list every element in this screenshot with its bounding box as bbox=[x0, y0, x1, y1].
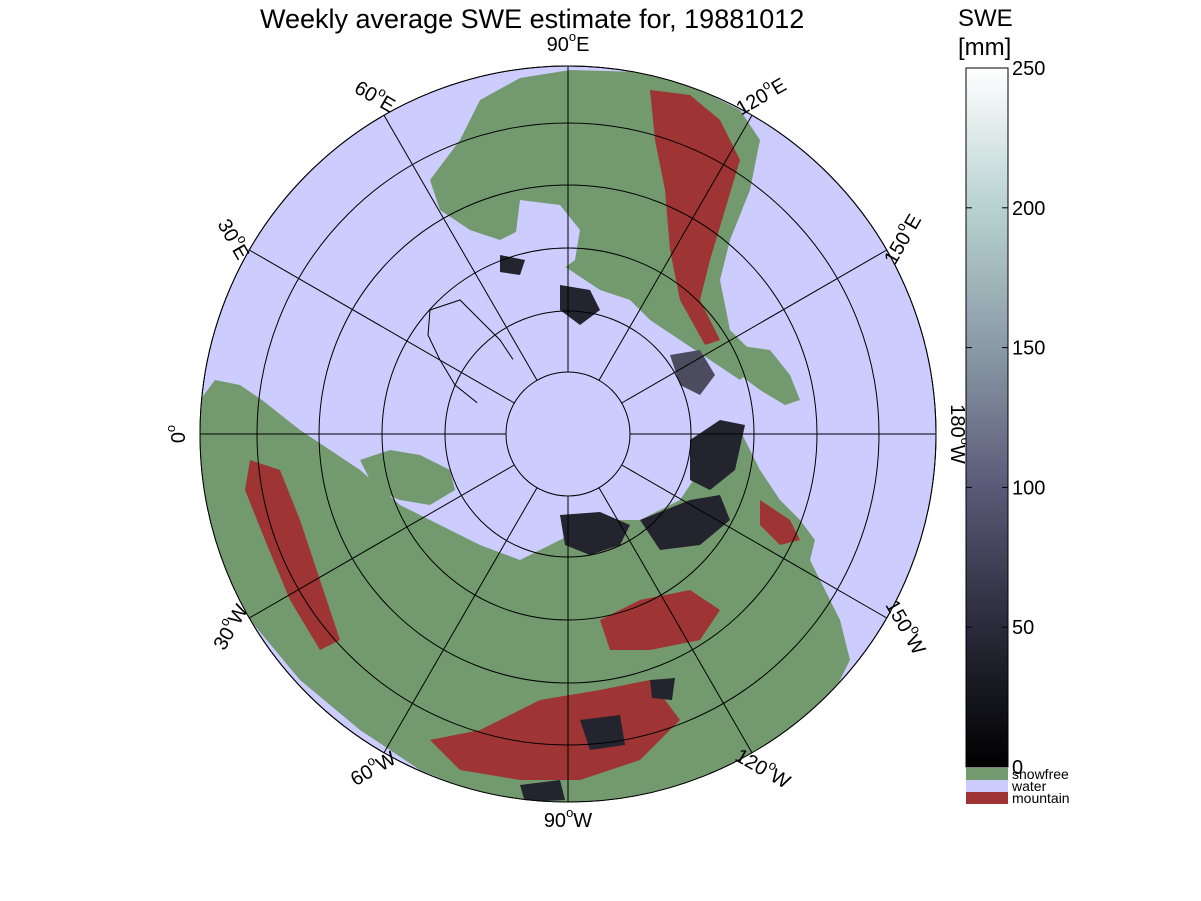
meridian-label: 120oW bbox=[731, 741, 796, 794]
meridian-label: 150oE bbox=[876, 208, 926, 268]
colorbar-tick-label: 250 bbox=[1012, 58, 1045, 80]
colorbar-gradient bbox=[965, 67, 1009, 768]
map-title: Weekly average SWE estimate for, 1988101… bbox=[260, 4, 805, 34]
eurasia-landmass bbox=[200, 380, 850, 802]
meridian-label: 90oW bbox=[544, 805, 592, 832]
alaska-lobe bbox=[735, 345, 800, 405]
meridian-line bbox=[598, 487, 753, 753]
colorbar-tick-label: 50 bbox=[1012, 617, 1034, 639]
colorbar-tick-label: 100 bbox=[1012, 477, 1045, 499]
colorbar-tick-label: 0 bbox=[1012, 757, 1023, 779]
hudson-bay bbox=[515, 200, 580, 275]
legend-label-water: water bbox=[1011, 778, 1047, 794]
meridian-line bbox=[249, 464, 515, 619]
meridian-line bbox=[249, 249, 515, 404]
meridian-grid bbox=[200, 66, 936, 802]
snow-cover-regions bbox=[500, 255, 745, 802]
meridian-label: 150oW bbox=[880, 594, 933, 659]
meridian-line bbox=[383, 487, 538, 753]
meridian-line bbox=[621, 249, 887, 404]
legend-label-snowfree: snowfree bbox=[1012, 766, 1069, 782]
legend-label-mountain: mountain bbox=[1012, 790, 1070, 806]
colorbar-title-line2: [mm] bbox=[958, 34, 1012, 61]
meridian-label: 120oE bbox=[730, 70, 790, 120]
scandinavia bbox=[360, 450, 455, 505]
legend-swatch-water bbox=[966, 780, 1008, 792]
colorbar-tick-label: 150 bbox=[1012, 338, 1045, 360]
meridian-line bbox=[383, 115, 538, 381]
polar-sea bbox=[470, 330, 650, 500]
colorbar-title-line1: SWE bbox=[958, 5, 1013, 32]
meridian-line bbox=[621, 464, 887, 619]
meridian-line bbox=[598, 115, 753, 381]
meridian-label: 180oW bbox=[946, 404, 973, 464]
colorbar-title: SWE [mm] bbox=[958, 4, 1013, 62]
legend-swatch-mountain bbox=[966, 792, 1008, 804]
legend-swatch-snowfree bbox=[966, 768, 1008, 780]
meridian-label: 90oE bbox=[547, 29, 590, 56]
colorbar-tick-label: 200 bbox=[1012, 198, 1045, 220]
meridian-label: 0o bbox=[163, 425, 190, 443]
